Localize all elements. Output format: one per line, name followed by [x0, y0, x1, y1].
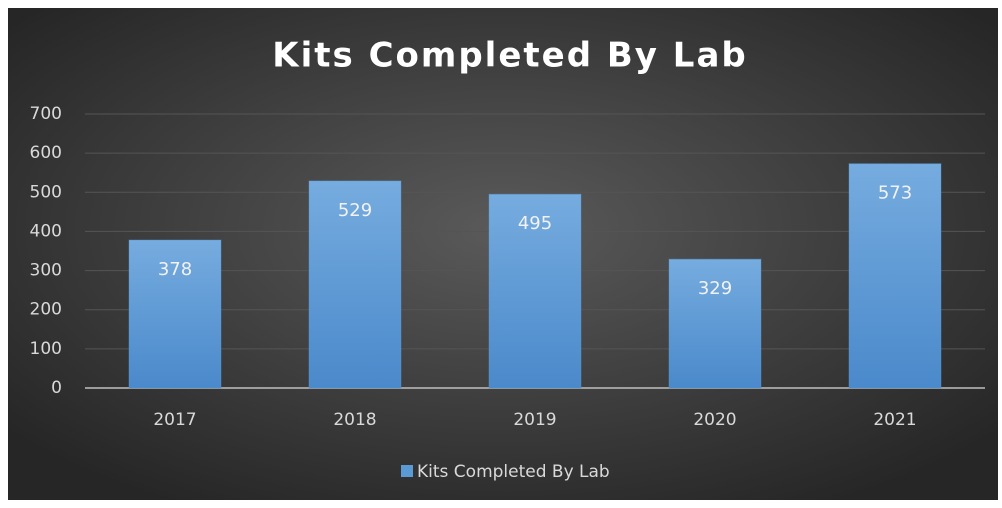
bar: [488, 193, 582, 389]
y-tick-label: 400: [30, 221, 62, 241]
y-tick-label: 300: [30, 261, 62, 281]
chart-title: Kits Completed By Lab: [272, 36, 747, 76]
legend-label: Kits Completed By Lab: [417, 462, 610, 482]
bar: [128, 239, 222, 389]
y-tick-label: 0: [51, 378, 62, 398]
x-tick-label: 2019: [513, 410, 556, 430]
y-tick-label: 200: [30, 300, 62, 320]
data-label: 495: [518, 213, 552, 234]
bar: [668, 258, 762, 389]
bar: [308, 180, 402, 389]
x-tick-label: 2020: [693, 410, 736, 430]
x-tick-label: 2021: [873, 410, 916, 430]
y-tick-label: 600: [30, 143, 62, 163]
data-label: 378: [158, 259, 192, 280]
legend-swatch: [401, 465, 413, 477]
data-label: 329: [698, 278, 732, 299]
x-tick-label: 2017: [153, 410, 196, 430]
y-tick-label: 100: [30, 339, 62, 359]
y-tick-label: 500: [30, 182, 62, 202]
y-tick-label: 700: [30, 104, 62, 124]
data-label: 573: [878, 183, 912, 204]
data-label: 529: [338, 200, 372, 221]
bar: [848, 163, 942, 389]
x-tick-label: 2018: [333, 410, 376, 430]
